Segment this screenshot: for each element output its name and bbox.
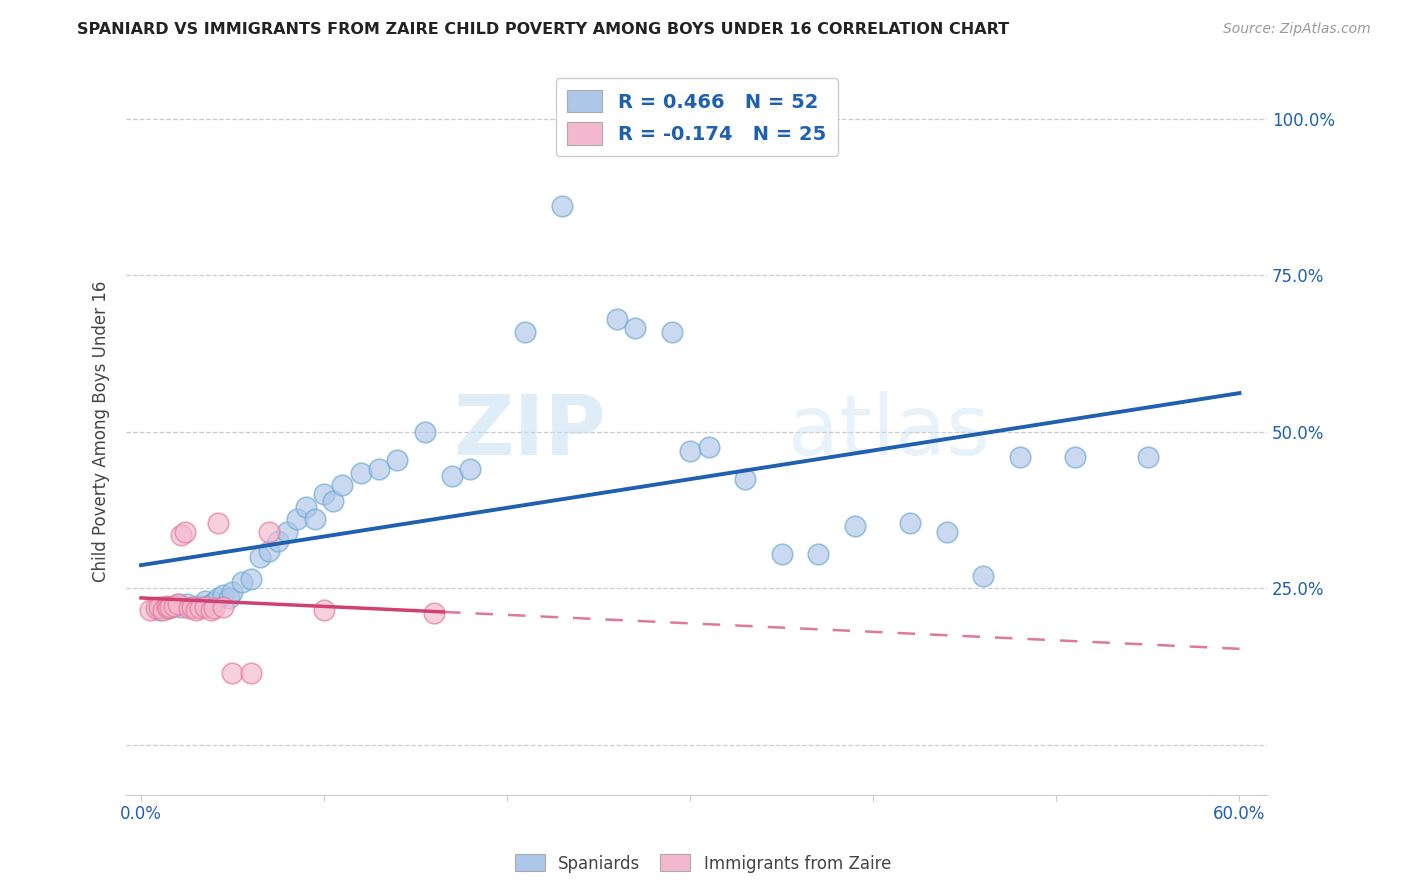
Point <box>163 599 186 613</box>
Point <box>606 312 628 326</box>
Point <box>163 599 186 613</box>
Text: ZIP: ZIP <box>453 392 606 472</box>
Point <box>155 599 177 613</box>
Point <box>661 325 683 339</box>
Point <box>257 543 280 558</box>
Point <box>200 597 222 611</box>
Legend: Spaniards, Immigrants from Zaire: Spaniards, Immigrants from Zaire <box>508 847 898 880</box>
Point <box>194 600 217 615</box>
Point <box>157 601 180 615</box>
Point <box>181 600 204 615</box>
Point <box>239 572 262 586</box>
Point <box>176 597 198 611</box>
Point <box>322 493 344 508</box>
Point <box>1008 450 1031 464</box>
Point <box>239 665 262 680</box>
Point <box>173 524 195 539</box>
Point <box>972 569 994 583</box>
Point <box>194 594 217 608</box>
Point <box>330 478 353 492</box>
Point <box>294 500 316 514</box>
Y-axis label: Child Poverty Among Boys Under 16: Child Poverty Among Boys Under 16 <box>93 281 110 582</box>
Point <box>148 603 170 617</box>
Point <box>807 547 830 561</box>
Point <box>515 325 537 339</box>
Point <box>202 595 225 609</box>
Point <box>441 468 464 483</box>
Point <box>624 321 647 335</box>
Point <box>350 466 373 480</box>
Point <box>257 524 280 539</box>
Point <box>1136 450 1159 464</box>
Point <box>207 591 229 605</box>
Point <box>935 524 957 539</box>
Point <box>159 600 181 615</box>
Point <box>170 528 193 542</box>
Point <box>221 584 243 599</box>
Point <box>387 453 409 467</box>
Point <box>152 603 174 617</box>
Point <box>734 472 756 486</box>
Point <box>218 591 240 605</box>
Point <box>212 588 235 602</box>
Point <box>460 462 482 476</box>
Point <box>423 607 446 621</box>
Point <box>276 524 298 539</box>
Point <box>551 199 574 213</box>
Point <box>184 603 207 617</box>
Point <box>145 601 167 615</box>
Text: SPANIARD VS IMMIGRANTS FROM ZAIRE CHILD POVERTY AMONG BOYS UNDER 16 CORRELATION : SPANIARD VS IMMIGRANTS FROM ZAIRE CHILD … <box>77 22 1010 37</box>
Point <box>181 601 204 615</box>
Point <box>184 600 207 615</box>
Point <box>231 575 253 590</box>
Text: Source: ZipAtlas.com: Source: ZipAtlas.com <box>1223 22 1371 37</box>
Point <box>139 603 162 617</box>
Point <box>898 516 921 530</box>
Point <box>267 534 290 549</box>
Point <box>770 547 793 561</box>
Point <box>312 603 335 617</box>
Point <box>152 600 174 615</box>
Point <box>207 516 229 530</box>
Point <box>304 512 326 526</box>
Point <box>166 597 188 611</box>
Point <box>312 487 335 501</box>
Point <box>148 600 170 615</box>
Point <box>368 462 391 476</box>
Text: atlas: atlas <box>787 392 990 472</box>
Point <box>1063 450 1085 464</box>
Point <box>844 518 866 533</box>
Point <box>212 600 235 615</box>
Point <box>202 601 225 615</box>
Point <box>188 601 211 615</box>
Point <box>200 603 222 617</box>
Point <box>413 425 436 439</box>
Point <box>679 443 702 458</box>
Point <box>221 665 243 680</box>
Point <box>285 512 308 526</box>
Point <box>157 601 180 615</box>
Point <box>166 597 188 611</box>
Point <box>177 601 200 615</box>
Legend: R = 0.466   N = 52, R = -0.174   N = 25: R = 0.466 N = 52, R = -0.174 N = 25 <box>555 78 838 156</box>
Point <box>170 600 193 615</box>
Point <box>697 441 720 455</box>
Point <box>188 599 211 613</box>
Point <box>249 550 271 565</box>
